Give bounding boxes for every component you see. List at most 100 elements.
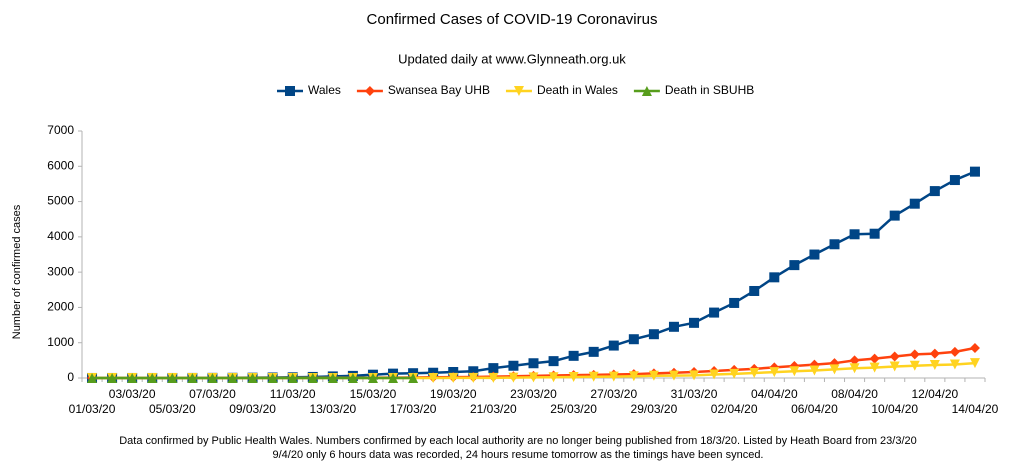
x-tick-label: 17/03/20 (390, 402, 437, 416)
marker (107, 373, 118, 383)
marker (513, 86, 524, 96)
marker (628, 371, 639, 382)
marker (929, 359, 940, 370)
marker (689, 370, 700, 381)
footnote: Data confirmed by Public Health Wales. N… (119, 435, 917, 447)
marker (709, 307, 720, 318)
x-tick-label: 01/03/20 (69, 402, 116, 416)
series (87, 166, 980, 383)
x-tick-label: 04/04/20 (751, 387, 798, 401)
marker (949, 175, 960, 186)
legend-label: Death in SBUHB (665, 83, 754, 97)
x-tick-label: 15/03/20 (350, 387, 397, 401)
x-tick-label: 07/03/20 (189, 387, 236, 401)
marker (809, 249, 820, 260)
marker (347, 373, 358, 383)
series (87, 373, 419, 383)
marker (227, 373, 238, 383)
marker (769, 367, 780, 378)
y-tick-label: 7000 (47, 123, 74, 137)
marker (749, 285, 760, 296)
x-tick-label: 25/03/20 (550, 402, 597, 416)
x-tick-label: 14/04/20 (952, 402, 999, 416)
y-axis-label: Number of confirmed cases (11, 204, 23, 339)
marker (247, 373, 258, 383)
marker (588, 346, 599, 357)
marker (869, 362, 880, 373)
x-tick-label: 31/03/20 (671, 387, 718, 401)
marker (287, 373, 298, 383)
x-tick-label: 05/03/20 (149, 402, 196, 416)
marker (167, 373, 178, 383)
marker (508, 372, 519, 383)
marker (468, 372, 479, 383)
y-tick-label: 0 (67, 370, 74, 384)
y-tick-label: 6000 (47, 158, 74, 172)
legend-item: Swansea Bay UHB (356, 83, 490, 97)
marker (641, 86, 652, 96)
marker (267, 373, 278, 383)
chart-subtitle: Updated daily at www.Glynneath.org.uk (398, 51, 626, 66)
marker (969, 358, 980, 369)
marker (969, 343, 980, 354)
marker (648, 329, 659, 340)
x-tick-label: 06/04/20 (791, 402, 838, 416)
x-tick-label: 13/03/20 (309, 402, 356, 416)
marker (889, 210, 900, 221)
legend-item: Wales (277, 83, 341, 97)
x-tick-label: 08/04/20 (831, 387, 878, 401)
marker (668, 370, 679, 381)
marker (889, 351, 900, 362)
legend-item: Death in Wales (505, 83, 618, 97)
marker (428, 372, 439, 383)
marker (969, 166, 980, 177)
x-tick-label: 12/04/20 (911, 387, 958, 401)
marker (568, 350, 579, 361)
y-tick-label: 5000 (47, 194, 74, 208)
marker (588, 371, 599, 382)
marker (869, 228, 880, 239)
marker (909, 198, 920, 209)
legend-label: Death in Wales (537, 83, 618, 97)
marker (608, 371, 619, 382)
marker (468, 366, 479, 377)
legend-label: Wales (308, 83, 341, 97)
marker (367, 373, 378, 383)
legend-label: Swansea Bay UHB (388, 83, 490, 97)
x-tick-label: 11/03/20 (270, 387, 316, 401)
marker (709, 369, 720, 380)
marker (929, 348, 940, 359)
marker (849, 363, 860, 374)
marker (528, 358, 539, 369)
marker (307, 373, 318, 383)
marker (147, 373, 158, 383)
marker (809, 365, 820, 376)
marker (689, 317, 700, 328)
marker (388, 373, 399, 383)
marker (749, 368, 760, 379)
y-tick-label: 1000 (47, 335, 74, 349)
marker (909, 360, 920, 371)
x-tick-label: 21/03/20 (470, 402, 517, 416)
marker (849, 355, 860, 366)
marker (648, 370, 659, 381)
x-tick-label: 29/03/20 (631, 402, 678, 416)
marker (849, 229, 860, 240)
marker (889, 361, 900, 372)
marker (668, 321, 679, 332)
marker (789, 260, 800, 271)
marker (929, 186, 940, 197)
marker (909, 349, 920, 360)
marker (408, 373, 419, 383)
marker (207, 373, 218, 383)
marker (528, 372, 539, 383)
marker (729, 368, 740, 379)
x-tick-label: 02/04/20 (711, 402, 758, 416)
marker (548, 372, 559, 383)
marker (548, 356, 559, 367)
x-tick-label: 03/03/20 (109, 387, 156, 401)
x-tick-label: 19/03/20 (430, 387, 477, 401)
marker (364, 86, 375, 96)
marker (869, 353, 880, 364)
